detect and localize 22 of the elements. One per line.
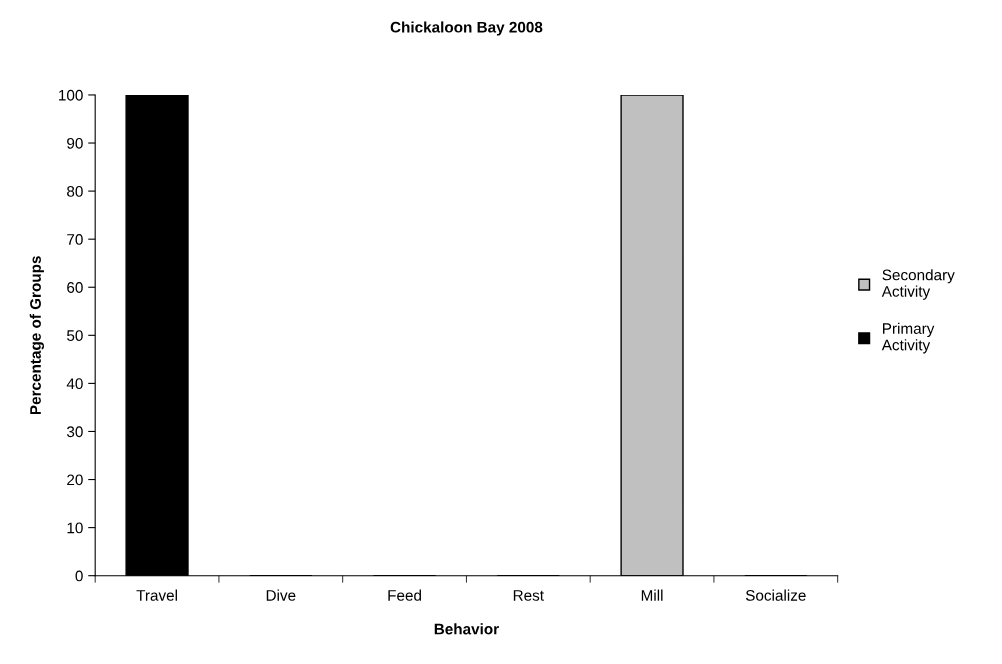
x-tick-label: Socialize — [745, 589, 806, 601]
x-axis-title: Behavior — [434, 623, 499, 635]
y-tick-label: 0 — [75, 570, 83, 582]
x-tick-label: Mill — [641, 589, 663, 601]
x-tick-label: Rest — [513, 590, 544, 601]
legend-label: Secondary Activity — [881, 269, 955, 300]
y-tick-label: 70 — [67, 234, 83, 245]
chart-title: Chickaloon Bay 2008 — [390, 21, 543, 36]
y-tick-label: 90 — [67, 137, 83, 149]
y-axis-title: Percentage of Groups — [29, 256, 45, 415]
y-tick-label: 20 — [67, 474, 83, 486]
legend-label: Primary Activity — [881, 322, 935, 354]
y-tick-label: 60 — [67, 282, 83, 293]
x-tick-label: Travel — [136, 589, 177, 601]
x-tick-label: Feed — [388, 589, 421, 601]
x-tick-label: Dive — [266, 589, 296, 601]
y-tick-label: 80 — [67, 185, 83, 197]
y-tick-label: 40 — [66, 378, 83, 390]
y-tick-label: 100 — [59, 89, 83, 101]
y-tick-label: 30 — [66, 426, 83, 438]
y-tick-label: 50 — [67, 330, 83, 342]
y-tick-label: 10 — [67, 522, 83, 534]
